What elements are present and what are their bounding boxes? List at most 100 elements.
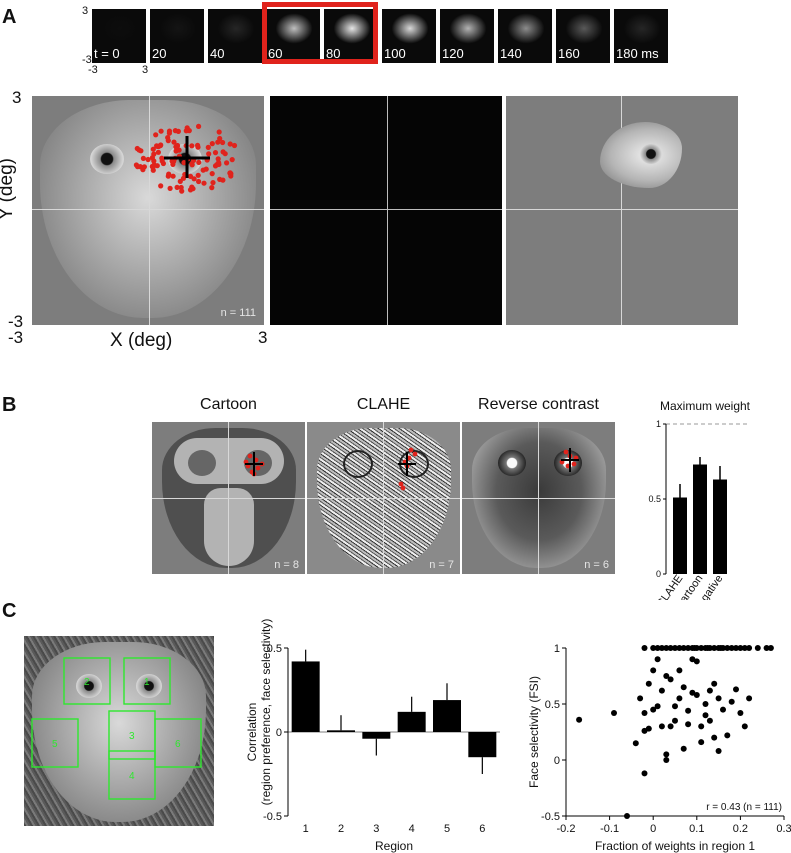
fixation-dot xyxy=(165,138,171,144)
region-number: 1 xyxy=(144,677,150,688)
scatter-point xyxy=(693,658,700,665)
scatter-point xyxy=(654,703,661,710)
scatter-point xyxy=(658,645,665,651)
scatter-point xyxy=(685,721,692,728)
fixation-dot xyxy=(167,185,173,191)
fixation-dot xyxy=(154,163,160,169)
fixation-dot xyxy=(179,188,185,194)
panel-letter-c: C xyxy=(2,600,17,622)
scatter-point xyxy=(720,706,726,713)
fixation-dot xyxy=(155,149,161,155)
y-tick-label: 1 xyxy=(656,419,661,429)
fixation-dot xyxy=(200,167,206,173)
scatter-point xyxy=(667,723,674,730)
y-tick-label: -0.5 xyxy=(263,811,282,823)
masked-region-panel xyxy=(506,96,738,325)
title-reverse-contrast: Reverse contrast xyxy=(478,396,599,413)
scatter-point xyxy=(706,717,713,724)
frame-0: t = 0 xyxy=(92,9,146,63)
clahe-crosshair-v xyxy=(383,422,384,574)
scatter-point xyxy=(698,723,705,730)
y-tick-top: 3 xyxy=(12,88,22,107)
scatter-point xyxy=(728,698,735,705)
heatmap-grid xyxy=(270,96,502,325)
x-tick-label: 1 xyxy=(303,823,309,835)
x-tick-label: 6 xyxy=(479,823,485,835)
y-tick-label: 0.5 xyxy=(545,699,560,711)
region-box-4 xyxy=(108,750,156,800)
x-axis-label: X (deg) xyxy=(110,330,173,351)
region-number: 6 xyxy=(175,739,181,750)
region-box-2 xyxy=(63,657,111,705)
scatter-point xyxy=(658,723,665,730)
scatter-point xyxy=(654,656,661,663)
n-label-clahe: n = 7 xyxy=(429,559,454,571)
scatter-point xyxy=(650,645,657,651)
scatter-point xyxy=(654,645,661,651)
bar-clahe xyxy=(673,497,687,574)
fixation-dot xyxy=(181,160,187,166)
face-fixation-panel: n = 111 xyxy=(32,96,264,325)
frame-9: 180 ms xyxy=(614,9,668,63)
region-number: 5 xyxy=(52,739,58,750)
scatter-point xyxy=(754,645,761,651)
frame-label: 60 xyxy=(268,46,283,61)
fixation-dot xyxy=(153,132,159,138)
cartoon-fixation-dots xyxy=(243,452,265,477)
clahe-panel: n = 7 xyxy=(307,422,460,574)
crosshair-h xyxy=(32,209,264,210)
reverse-crosshair-v xyxy=(538,422,539,574)
region-number: 3 xyxy=(129,731,135,742)
scatter-chart: -0.5 0 0.5 1 -0.2 -0.1 0 0.1 0.2 0.3 r = 0.43 (n =… xyxy=(527,643,791,853)
y-tick-label: 0 xyxy=(554,755,560,767)
scatter-point xyxy=(676,695,683,702)
x-tick-label: 0.3 xyxy=(776,823,791,835)
left-eye xyxy=(90,144,124,174)
region-map-eye-left xyxy=(76,674,102,698)
scatter-point xyxy=(680,684,687,691)
scatter-point xyxy=(733,645,739,651)
fixation-dot xyxy=(189,184,195,190)
fixation-dot xyxy=(206,151,212,157)
title-cartoon: Cartoon xyxy=(200,396,257,413)
title-clahe: CLAHE xyxy=(356,396,411,413)
scatter-point xyxy=(741,723,748,730)
x-tick-left: -3 xyxy=(8,328,24,347)
scatter-point xyxy=(741,645,748,651)
scatter-point xyxy=(702,712,709,719)
masked-crosshair-h xyxy=(506,209,738,210)
fixation-dot xyxy=(196,159,202,165)
fixation-dot xyxy=(231,142,238,149)
correlation-annotation: r = 0.43 (n = 111) xyxy=(706,802,782,813)
fixation-dot xyxy=(195,142,201,148)
cartoon-muzzle xyxy=(204,488,254,566)
fixation-dot xyxy=(229,157,235,163)
strip-tick-x-left: -3 xyxy=(88,64,98,76)
n-label-cartoon: n = 8 xyxy=(274,559,299,571)
scatter-point xyxy=(637,695,644,702)
scatter-point xyxy=(641,710,648,716)
n-label-a: n = 111 xyxy=(220,307,256,319)
scatter-point xyxy=(691,645,698,651)
x-tick-label: 2 xyxy=(338,823,344,835)
fixation-dot xyxy=(563,449,569,455)
scatter-point xyxy=(676,645,683,651)
fixation-dot xyxy=(212,150,219,156)
scatter-point xyxy=(632,740,639,747)
reverse-contrast-panel: n = 6 xyxy=(462,422,615,574)
fixation-dot xyxy=(408,447,414,453)
x-axis-label: Region xyxy=(375,839,413,853)
scatter-point xyxy=(698,645,705,651)
fixation-dot xyxy=(205,144,211,150)
fixation-dot xyxy=(173,148,179,154)
fixation-dot xyxy=(177,178,183,184)
scatter-point xyxy=(676,667,683,674)
region-map-face xyxy=(32,642,206,822)
scatter-point xyxy=(641,645,648,651)
x-tick-label: 0.1 xyxy=(689,823,704,835)
scatter-point xyxy=(672,717,678,724)
scatter-point xyxy=(663,757,670,763)
fixation-dot xyxy=(400,485,406,491)
y-tick-label: 0.5 xyxy=(267,643,282,655)
strip-tick-top: 3 xyxy=(82,5,89,17)
